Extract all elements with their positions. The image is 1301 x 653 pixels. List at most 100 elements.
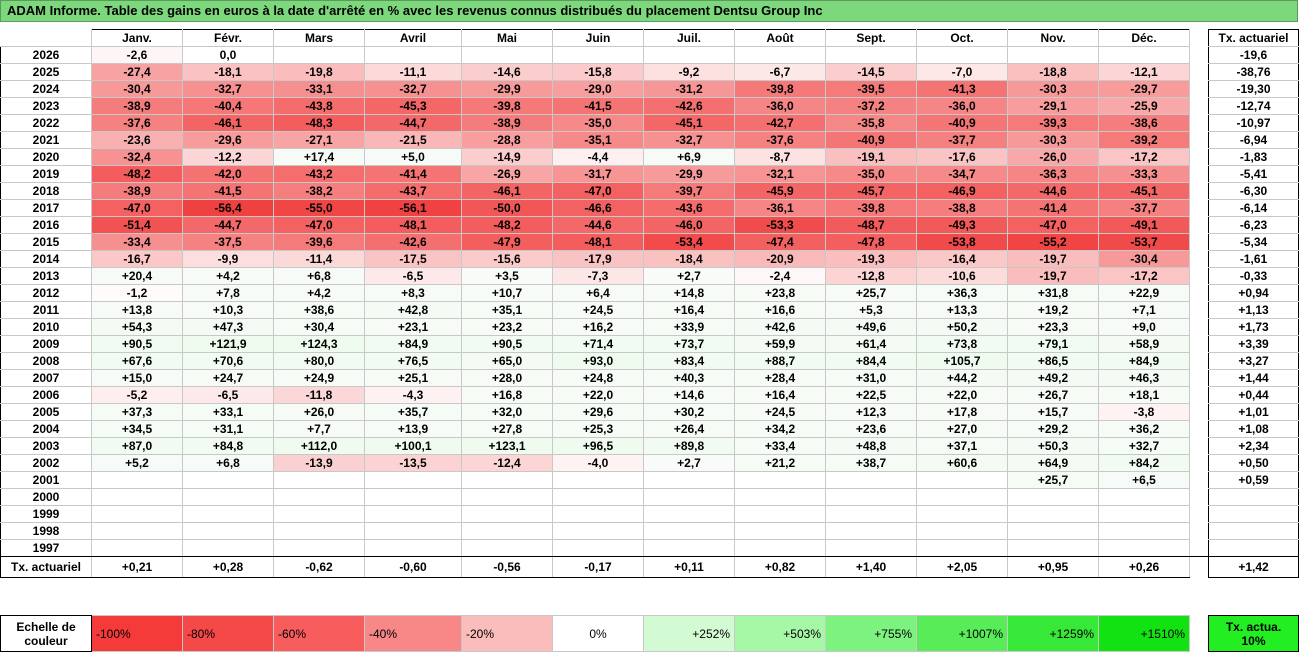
column-gap bbox=[1189, 488, 1209, 506]
table-row: 2016 -51,4 -44,7 -47,0 -48,1 -48,2 -44,6 -46,0-… bbox=[0, 216, 1299, 234]
column-gap bbox=[1189, 471, 1209, 489]
gain-cell: -46,1 bbox=[182, 114, 274, 132]
gain-cell: +16,8 bbox=[461, 386, 553, 404]
gain-cell: -48,1 bbox=[364, 216, 462, 234]
legend-swatch: -40% bbox=[364, 615, 462, 652]
gain-cell bbox=[273, 488, 365, 506]
gain-cell bbox=[91, 522, 183, 540]
gain-cell bbox=[643, 471, 735, 489]
gain-cell: +80,0 bbox=[273, 352, 365, 370]
gain-cell bbox=[1007, 522, 1099, 540]
gain-cell: -39,8 bbox=[825, 199, 917, 217]
gain-cell: +5,0 bbox=[364, 148, 462, 166]
gain-cell: +73,7 bbox=[643, 335, 735, 353]
gain-cell: +27,0 bbox=[916, 420, 1008, 438]
gain-cell: -13,9 bbox=[273, 454, 365, 472]
year-label: 2001 bbox=[0, 471, 92, 489]
month-header: Sept. bbox=[825, 29, 917, 47]
gain-cell: +2,7 bbox=[643, 454, 735, 472]
gain-cell: -9,9 bbox=[182, 250, 274, 268]
gain-cell: +17,4 bbox=[273, 148, 365, 166]
table-row: 2024 -30,4 -32,7 -33,1 -32,7 -29,9 -29,0 -31,2-… bbox=[0, 80, 1299, 98]
gain-cell: +23,6 bbox=[825, 420, 917, 438]
gain-cell: +83,4 bbox=[643, 352, 735, 370]
gain-cell: +6,8 bbox=[273, 267, 365, 285]
footer-rate-cell: +0,26 bbox=[1098, 556, 1190, 578]
gain-cell: +29,6 bbox=[552, 403, 644, 421]
gain-cell: +23,8 bbox=[734, 284, 826, 302]
column-gap bbox=[1189, 267, 1209, 285]
footer-rate-cell: +0,95 bbox=[1007, 556, 1099, 578]
table-row: 2019 -48,2 -42,0 -43,2 -41,4 -26,9 -31,7 -29,9-… bbox=[0, 165, 1299, 183]
gain-cell: +30,2 bbox=[643, 403, 735, 421]
gain-cell: +9,0 bbox=[1098, 318, 1190, 336]
month-header: Avril bbox=[364, 29, 462, 47]
gain-cell: +8,3 bbox=[364, 284, 462, 302]
gain-cell: +24,9 bbox=[273, 369, 365, 387]
gain-cell bbox=[182, 471, 274, 489]
gain-cell bbox=[273, 522, 365, 540]
column-gap bbox=[1189, 539, 1209, 557]
gain-cell: -31,2 bbox=[643, 80, 735, 98]
column-gap bbox=[1189, 369, 1209, 387]
gain-cell: +49,2 bbox=[1007, 369, 1099, 387]
gain-cell: +25,7 bbox=[1007, 471, 1099, 489]
gain-cell: +22,5 bbox=[825, 386, 917, 404]
gain-cell: +27,8 bbox=[461, 420, 553, 438]
gain-cell: -37,7 bbox=[1098, 199, 1190, 217]
gain-cell: -32,1 bbox=[734, 165, 826, 183]
year-label: 2026 bbox=[0, 46, 92, 64]
gain-cell: +35,1 bbox=[461, 301, 553, 319]
gain-cell: +28,4 bbox=[734, 369, 826, 387]
year-label: 2007 bbox=[0, 369, 92, 387]
gain-cell: +105,7 bbox=[916, 352, 1008, 370]
gain-cell bbox=[825, 522, 917, 540]
table-row: 2017 -47,0 -56,4 -55,0 -56,1 -50,0 -46,6 -43,6-… bbox=[0, 199, 1299, 217]
gain-cell bbox=[552, 471, 644, 489]
gain-cell: +90,5 bbox=[461, 335, 553, 353]
gain-cell: -20,9 bbox=[734, 250, 826, 268]
table-row: 2025 -27,4 -18,1 -19,8 -11,1 -14,6 -15,8 -9,2 -6… bbox=[0, 63, 1299, 81]
legend-swatch: -60% bbox=[273, 615, 365, 652]
month-header: Juin bbox=[552, 29, 644, 47]
gain-cell: -32,4 bbox=[91, 148, 183, 166]
year-label: 2003 bbox=[0, 437, 92, 455]
gain-cell: -34,7 bbox=[916, 165, 1008, 183]
gain-cell: +4,2 bbox=[182, 267, 274, 285]
gain-cell: -21,5 bbox=[364, 131, 462, 149]
gain-cell bbox=[1007, 539, 1099, 557]
gain-cell bbox=[91, 539, 183, 557]
gain-cell: +36,2 bbox=[1098, 420, 1190, 438]
gain-cell: -47,9 bbox=[461, 233, 553, 251]
gain-cell: -46,6 bbox=[552, 199, 644, 217]
gain-cell: +48,8 bbox=[825, 437, 917, 455]
year-label: 2014 bbox=[0, 250, 92, 268]
gain-cell: -16,4 bbox=[916, 250, 1008, 268]
gain-cell: -2,4 bbox=[734, 267, 826, 285]
table-row: 2007 +15,0 +24,7 +24,9 +25,1 +28,0 +24,8 +40,3 +… bbox=[0, 369, 1299, 387]
gain-cell: +17,8 bbox=[916, 403, 1008, 421]
gain-cell: -35,0 bbox=[552, 114, 644, 132]
gain-cell: -37,2 bbox=[825, 97, 917, 115]
gain-cell: +71,4 bbox=[552, 335, 644, 353]
tx-actuariel-cell: -38,76 bbox=[1208, 63, 1299, 81]
gain-cell: -40,9 bbox=[825, 131, 917, 149]
column-gap bbox=[1189, 80, 1209, 98]
gain-cell bbox=[1007, 505, 1099, 523]
gain-cell: -32,7 bbox=[643, 131, 735, 149]
gain-cell: +4,2 bbox=[273, 284, 365, 302]
gain-cell: -6,5 bbox=[182, 386, 274, 404]
column-gap bbox=[1189, 335, 1209, 353]
gain-cell bbox=[643, 488, 735, 506]
gain-cell: -30,4 bbox=[1098, 250, 1190, 268]
gain-cell: +26,7 bbox=[1007, 386, 1099, 404]
column-gap bbox=[1189, 114, 1209, 132]
gain-cell: +54,3 bbox=[91, 318, 183, 336]
gain-cell bbox=[552, 488, 644, 506]
gain-cell: +6,5 bbox=[1098, 471, 1190, 489]
footer-rate-cell: +0,82 bbox=[734, 556, 826, 578]
year-label: 1998 bbox=[0, 522, 92, 540]
gain-cell: +44,2 bbox=[916, 369, 1008, 387]
gain-cell: -41,3 bbox=[916, 80, 1008, 98]
gain-cell: -43,8 bbox=[273, 97, 365, 115]
